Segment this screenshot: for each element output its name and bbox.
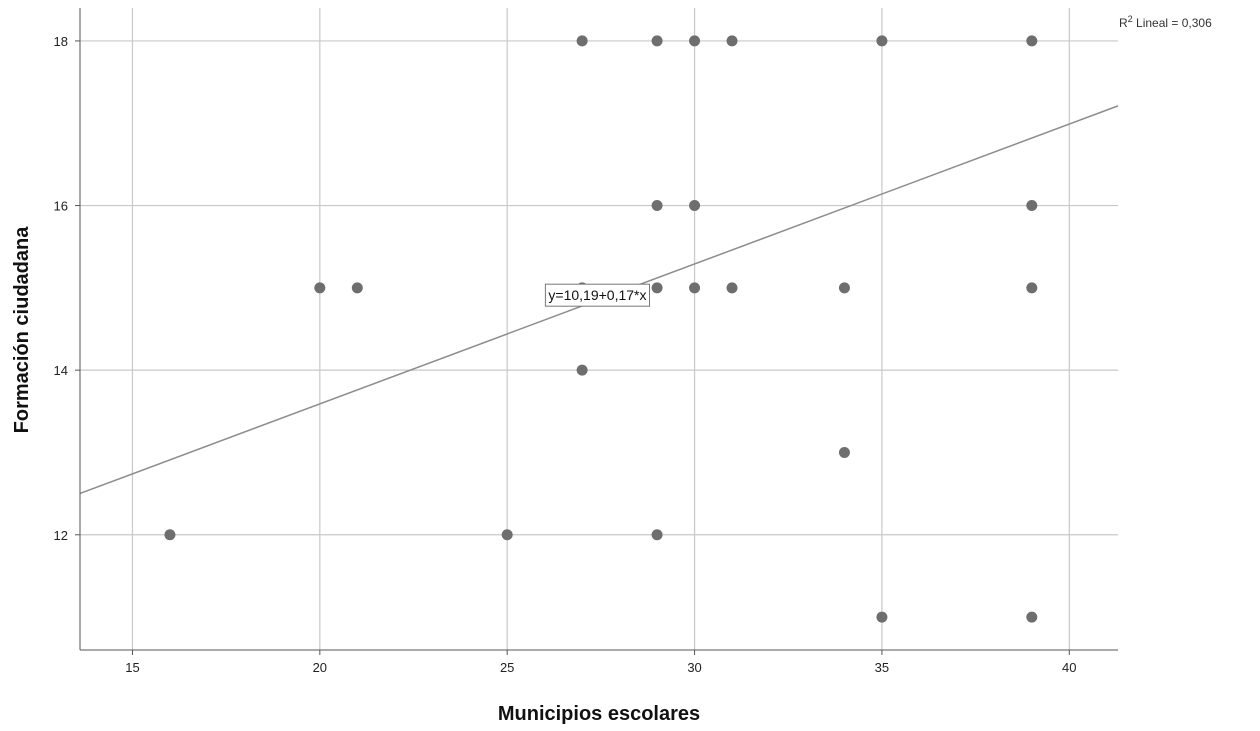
data-point xyxy=(689,282,701,294)
data-point xyxy=(1026,282,1038,294)
axes xyxy=(75,8,1118,655)
x-tick-label: 35 xyxy=(875,660,889,675)
y-tick-label: 16 xyxy=(54,199,68,214)
y-tick-label: 12 xyxy=(54,528,68,543)
x-axis-title: Municipios escolares xyxy=(498,703,700,725)
tick-labels: 15 20 25 30 35 40 12 14 16 18 xyxy=(54,34,1077,675)
r2-superscript: 2 xyxy=(1128,14,1133,24)
data-point xyxy=(876,611,888,623)
x-tick-label: 40 xyxy=(1062,660,1076,675)
y-tick-label: 14 xyxy=(54,363,68,378)
data-point xyxy=(689,35,701,47)
data-point xyxy=(876,35,888,47)
data-point xyxy=(351,282,363,294)
equation-label: y=10,19+0,17*x xyxy=(548,287,646,303)
data-point xyxy=(164,529,176,541)
data-point xyxy=(726,35,738,47)
r2-text: Lineal = 0,306 xyxy=(1133,16,1212,30)
x-tick-label: 20 xyxy=(313,660,327,675)
x-tick-label: 15 xyxy=(125,660,139,675)
x-tick-label: 30 xyxy=(687,660,701,675)
data-point xyxy=(838,446,850,458)
grid-lines xyxy=(80,8,1118,650)
r2-prefix: R xyxy=(1119,16,1128,30)
data-point xyxy=(838,282,850,294)
data-point xyxy=(651,35,663,47)
data-point xyxy=(576,35,588,47)
data-point xyxy=(1026,200,1038,212)
data-point xyxy=(501,529,513,541)
data-point xyxy=(314,282,326,294)
data-points xyxy=(164,35,1038,623)
data-point xyxy=(1026,611,1038,623)
y-tick-label: 18 xyxy=(54,34,68,49)
data-point xyxy=(726,282,738,294)
r2-label: R2 Lineal = 0,306 xyxy=(1119,14,1212,30)
data-point xyxy=(651,282,663,294)
equation-box-frame xyxy=(544,283,651,307)
x-tick-label: 25 xyxy=(500,660,514,675)
equation-box: y=10,19+0,17*x xyxy=(544,283,651,307)
data-point xyxy=(651,529,663,541)
data-point xyxy=(576,364,588,376)
data-point xyxy=(1026,35,1038,47)
data-point xyxy=(651,200,663,212)
data-point xyxy=(689,200,701,212)
y-axis-title: Formación ciudadana xyxy=(11,226,33,434)
